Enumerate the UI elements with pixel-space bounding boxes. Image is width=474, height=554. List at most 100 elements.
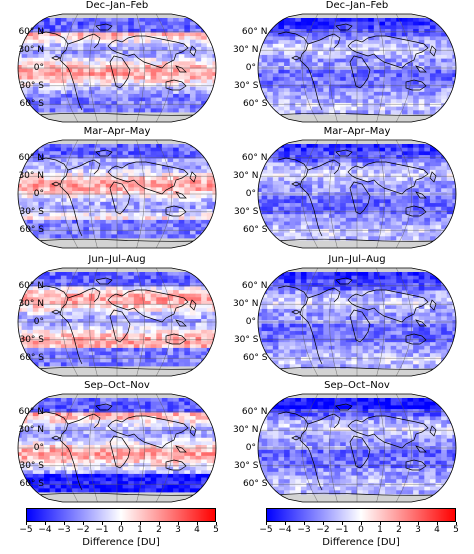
grid-cell (78, 308, 84, 312)
grid-cell (340, 84, 346, 88)
grid-cell (100, 283, 106, 287)
grid-cell (441, 272, 447, 276)
grid-cell (312, 279, 318, 283)
grid-cell (55, 227, 61, 231)
grid-cell (111, 101, 117, 105)
grid-cell (78, 326, 84, 330)
grid-cell (145, 51, 151, 55)
grid-cell (123, 352, 129, 356)
grid-cell (50, 72, 56, 76)
grid-cell (436, 59, 442, 63)
grid-cell (207, 177, 213, 181)
grid-cell (278, 170, 284, 174)
grid-cell (16, 348, 22, 352)
grid-cell (83, 65, 89, 69)
grid-cell (78, 76, 84, 80)
grid-cell (329, 62, 335, 66)
grid-cell (408, 44, 414, 48)
grid-cell (173, 220, 179, 224)
grid-cell (111, 362, 117, 366)
grid-cell (363, 18, 369, 22)
grid-cell (156, 90, 162, 94)
grid-cell (402, 283, 408, 287)
grid-cell (156, 155, 162, 159)
grid-cell (323, 33, 329, 37)
grid-cell (379, 55, 385, 59)
grid-cell (323, 283, 329, 287)
grid-cell (78, 202, 84, 206)
grid-cell (190, 330, 196, 334)
grid-cell (408, 276, 414, 280)
grid-cell (424, 207, 430, 211)
grid-cell (78, 29, 84, 33)
grid-cell (346, 207, 352, 211)
grid-cell (100, 90, 106, 94)
grid-cell (151, 348, 157, 352)
grid-cell (162, 323, 168, 327)
grid-cell (363, 107, 369, 111)
grid-cell (323, 148, 329, 152)
grid-cell (340, 162, 346, 166)
grid-cell (346, 70, 352, 74)
grid-cell (179, 94, 185, 98)
grid-cell (117, 29, 123, 33)
grid-cell (83, 272, 89, 276)
grid-cell (256, 22, 262, 26)
grid-cell (447, 181, 453, 185)
grid-cell (44, 323, 50, 327)
grid-cell (419, 225, 425, 229)
grid-cell (368, 40, 374, 44)
grid-cell (267, 84, 273, 88)
grid-cell (111, 162, 117, 166)
grid-cell (134, 234, 140, 238)
grid-cell (307, 62, 313, 66)
grid-cell (38, 348, 44, 352)
grid-cell (447, 70, 453, 74)
grid-cell (55, 36, 61, 40)
grid-cell (106, 198, 112, 202)
latitude-label: 60° N (223, 153, 267, 163)
grid-cell (340, 18, 346, 22)
grid-cell (83, 234, 89, 238)
grid-cell (100, 352, 106, 356)
grid-cell (95, 61, 101, 65)
grid-cell (156, 213, 162, 217)
grid-cell (295, 44, 301, 48)
grid-cell (184, 51, 190, 55)
grid-cell (123, 40, 129, 44)
grid-cell (184, 224, 190, 228)
grid-cell (424, 159, 430, 163)
grid-cell (44, 72, 50, 76)
grid-cell (145, 276, 151, 280)
grid-cell (168, 108, 174, 112)
grid-cell (151, 72, 157, 76)
grid-cell (173, 231, 179, 235)
grid-cell (100, 279, 106, 283)
grid-cell (295, 233, 301, 237)
grid-cell (295, 62, 301, 66)
grid-cell (139, 308, 145, 312)
grid-cell (134, 272, 140, 276)
grid-cell (207, 18, 213, 22)
grid-cell (396, 170, 402, 174)
latitude-label: 60° S (223, 225, 267, 235)
grid-cell (284, 92, 290, 96)
grid-cell (190, 337, 196, 341)
grid-cell (44, 198, 50, 202)
grid-cell (436, 225, 442, 229)
grid-cell (83, 330, 89, 334)
grid-cell (413, 29, 419, 33)
grid-cell (184, 162, 190, 166)
grid-cell (447, 48, 453, 52)
grid-cell (151, 58, 157, 62)
grid-cell (134, 305, 140, 309)
grid-cell (134, 294, 140, 298)
grid-cell (447, 107, 453, 111)
grid-cell (156, 25, 162, 29)
grid-cell (128, 144, 134, 148)
grid-cell (441, 40, 447, 44)
grid-cell (385, 170, 391, 174)
grid-cell (346, 144, 352, 148)
grid-cell (83, 216, 89, 220)
grid-cell (33, 330, 39, 334)
